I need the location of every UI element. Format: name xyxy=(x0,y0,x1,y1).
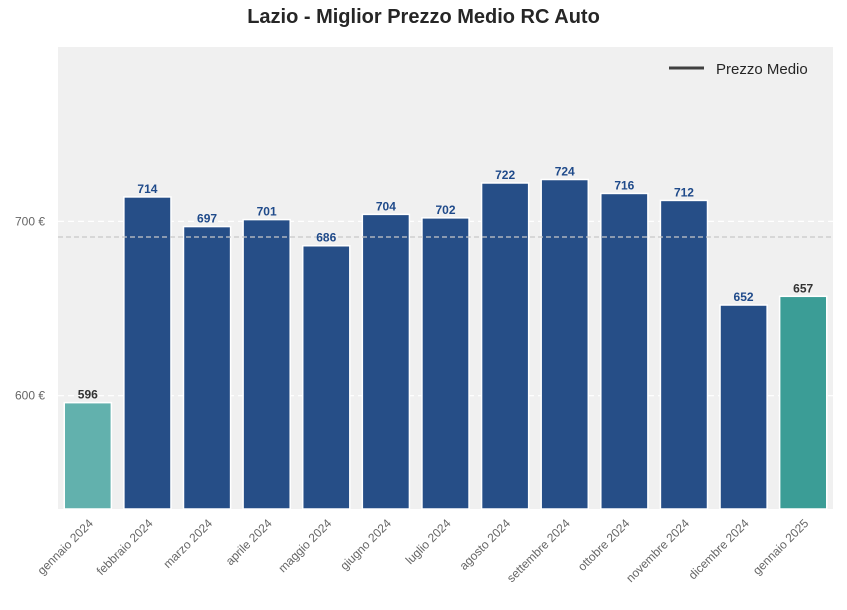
x-tick-label: dicembre 2024 xyxy=(686,516,752,582)
bar xyxy=(63,401,113,510)
x-tick-label: gennaio 2025 xyxy=(750,516,812,578)
bar-value-label: 714 xyxy=(137,182,157,196)
legend-label: Prezzo Medio xyxy=(716,61,808,78)
x-tick-label: febbraio 2024 xyxy=(94,516,156,578)
x-tick-label: settembre 2024 xyxy=(504,516,573,585)
bar xyxy=(600,192,649,510)
x-tick-label: agosto 2024 xyxy=(457,516,514,573)
chart-title: Lazio - Miglior Prezzo Medio RC Auto xyxy=(247,6,600,28)
bar-value-label: 697 xyxy=(197,212,217,226)
y-tick-label: 600 € xyxy=(15,389,45,403)
bar-value-label: 712 xyxy=(674,185,694,199)
bar xyxy=(659,199,709,510)
bar xyxy=(540,178,590,510)
bar xyxy=(719,304,768,510)
bar-value-label: 652 xyxy=(734,290,754,304)
x-tick-label: maggio 2024 xyxy=(275,516,334,575)
bar-value-label: 704 xyxy=(376,199,396,213)
bar-value-label: 702 xyxy=(435,203,455,217)
x-tick-label: marzo 2024 xyxy=(160,516,215,571)
bar xyxy=(182,225,232,510)
y-tick-label: 700 € xyxy=(15,214,45,228)
x-tick-label: giugno 2024 xyxy=(337,516,394,573)
y-axis: 600 € 700 € xyxy=(15,214,45,402)
bar xyxy=(778,295,828,510)
bar-value-label: 596 xyxy=(78,388,98,402)
x-tick-label: aprile 2024 xyxy=(223,516,275,568)
bar-value-label: 716 xyxy=(614,178,634,192)
bars xyxy=(63,178,828,510)
bar-value-label: 701 xyxy=(257,205,277,219)
bar xyxy=(301,244,351,510)
x-tick-label: gennaio 2024 xyxy=(35,516,97,578)
x-tick-label: novembre 2024 xyxy=(623,516,692,585)
legend: Prezzo Medio xyxy=(669,61,808,78)
bar xyxy=(361,213,411,510)
data-labels: 596 714 697 701 686 704 702 722 724 716 712 652 657 xyxy=(78,164,814,401)
bar-value-label: 724 xyxy=(555,164,575,178)
bar-value-label: 657 xyxy=(793,281,813,295)
x-tick-label: luglio 2024 xyxy=(403,516,454,567)
bar xyxy=(421,217,470,510)
bar-value-label: 722 xyxy=(495,168,515,182)
bar xyxy=(480,182,530,510)
bar xyxy=(123,196,172,510)
x-tick-label: ottobre 2024 xyxy=(575,516,633,574)
bar xyxy=(242,218,291,510)
bar-value-label: 686 xyxy=(316,231,336,245)
